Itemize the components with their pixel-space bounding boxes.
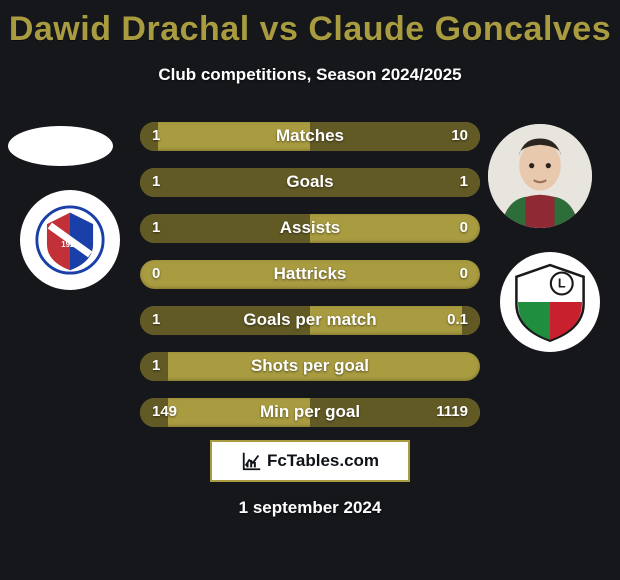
- stat-value-right: 0.1: [447, 311, 468, 328]
- brand-label: FcTables.com: [267, 451, 379, 471]
- player-right-avatar: [488, 124, 592, 228]
- stat-value-left: 1: [152, 219, 160, 236]
- date-label: 1 september 2024: [0, 498, 620, 518]
- legia-icon: L: [508, 260, 592, 344]
- stat-fill-left: [140, 306, 310, 335]
- stat-value-right: 0: [460, 265, 468, 282]
- stat-bars: 110Matches11Goals10Assists00Hattricks10.…: [140, 122, 480, 444]
- stat-label: Hattricks: [140, 264, 480, 284]
- stat-row: 10Assists: [140, 214, 480, 243]
- svg-text:1921: 1921: [61, 240, 79, 249]
- subtitle: Club competitions, Season 2024/2025: [0, 65, 620, 85]
- club-right-badge: L: [500, 252, 600, 352]
- stat-value-left: 149: [152, 403, 177, 420]
- stat-row: 10.1Goals per match: [140, 306, 480, 335]
- stat-value-left: 1: [152, 173, 160, 190]
- stat-row: 110Matches: [140, 122, 480, 151]
- stat-value-right: 1: [460, 173, 468, 190]
- stat-fill-right: [310, 168, 480, 197]
- stat-value-left: 1: [152, 127, 160, 144]
- stat-value-left: 0: [152, 265, 160, 282]
- stat-value-left: 1: [152, 311, 160, 328]
- stat-value-left: 1: [152, 357, 160, 374]
- stat-row: 11Goals: [140, 168, 480, 197]
- club-left-badge: 1921: [20, 190, 120, 290]
- stat-fill-left: [140, 168, 310, 197]
- stat-row: 1Shots per goal: [140, 352, 480, 381]
- player-left-avatar: [8, 126, 113, 166]
- stat-fill-left: [140, 214, 310, 243]
- page-title: Dawid Drachal vs Claude Goncalves: [0, 0, 620, 49]
- stat-value-right: 1119: [436, 403, 468, 420]
- player-right-portrait-icon: [488, 124, 592, 228]
- chart-icon: [241, 450, 263, 472]
- stat-label: Shots per goal: [140, 356, 480, 376]
- rakow-icon: 1921: [34, 204, 106, 276]
- stat-row: 0 0Hattricks: [140, 260, 480, 289]
- brand-box[interactable]: FcTables.com: [210, 440, 410, 482]
- stat-value-right: 10: [451, 127, 468, 144]
- svg-text:L: L: [558, 277, 566, 291]
- stat-row: 1491119Min per goal: [140, 398, 480, 427]
- stat-value-right: 0: [460, 219, 468, 236]
